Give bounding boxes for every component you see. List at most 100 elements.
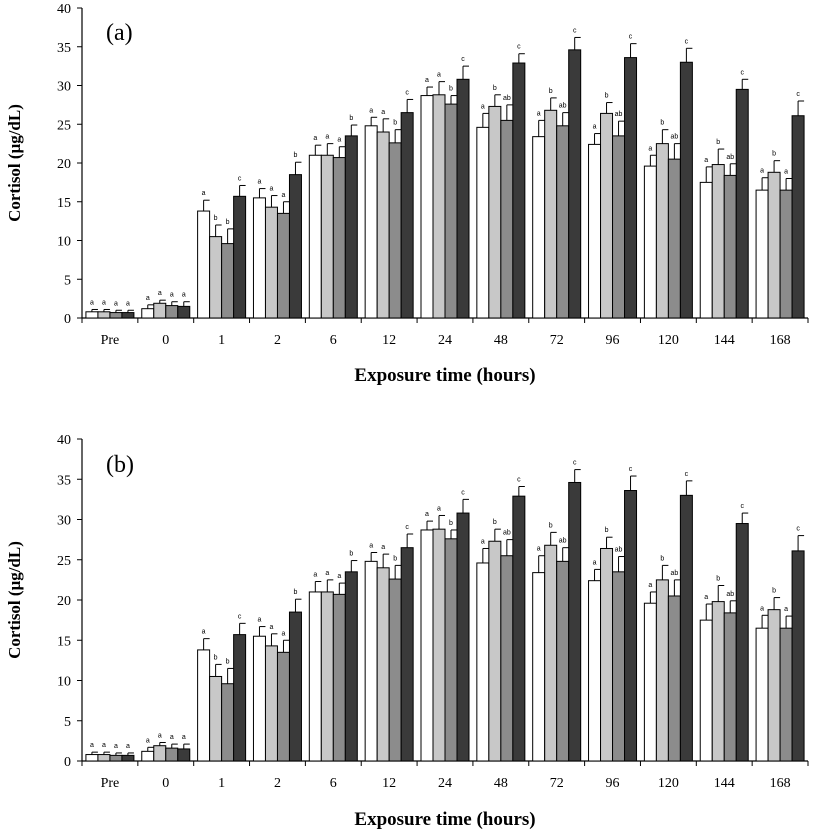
significance-letter: c	[685, 38, 689, 45]
significance-letter: a	[337, 137, 341, 144]
y-tick-label: 20	[57, 594, 71, 609]
bar	[779, 627, 793, 762]
bar	[233, 195, 247, 319]
significance-letter: a	[102, 299, 106, 306]
significance-letter: b	[393, 120, 397, 127]
y-tick-label: 15	[57, 196, 71, 211]
significance-letter: b	[294, 152, 298, 159]
bar	[264, 645, 278, 762]
significance-letter: a	[593, 124, 597, 131]
bar	[456, 78, 470, 319]
bar	[655, 579, 669, 762]
significance-letter: ab	[615, 547, 623, 554]
significance-letter: a	[760, 605, 764, 612]
significance-letter: c	[461, 56, 465, 63]
significance-letter: ab	[670, 134, 678, 141]
bar	[643, 165, 657, 319]
bar	[600, 112, 614, 319]
bar	[85, 754, 99, 762]
bar	[221, 683, 235, 762]
bar	[197, 649, 211, 762]
bar	[679, 494, 693, 762]
significance-letter: c	[238, 175, 242, 182]
significance-letter: a	[648, 145, 652, 152]
bar	[177, 305, 191, 319]
significance-letter: a	[258, 617, 262, 624]
y-tick-label: 40	[57, 2, 71, 17]
significance-letter: a	[369, 543, 373, 550]
bar	[444, 103, 458, 319]
bar	[791, 550, 805, 762]
significance-letter: b	[549, 522, 553, 529]
bar	[264, 206, 278, 319]
bar	[221, 243, 235, 319]
x-tick-label: 72	[550, 776, 564, 791]
significance-letter: c	[629, 34, 633, 41]
bar	[288, 611, 302, 762]
bar	[364, 560, 378, 762]
bar	[624, 490, 638, 762]
significance-letter: a	[381, 109, 385, 116]
bar	[109, 312, 123, 319]
bar	[488, 540, 502, 762]
x-tick-label: 2	[274, 776, 281, 791]
y-tick-label: 0	[64, 312, 71, 327]
y-tick-label: 10	[57, 235, 71, 250]
significance-letter: a	[381, 544, 385, 551]
significance-letter: b	[226, 658, 230, 665]
x-tick-label: 2	[274, 333, 281, 348]
bar	[711, 164, 725, 319]
y-tick-label: 25	[57, 118, 71, 133]
significance-letter: c	[740, 503, 744, 510]
bar	[141, 308, 155, 319]
bar	[699, 181, 713, 319]
bar	[177, 748, 191, 762]
bar	[532, 136, 546, 319]
significance-letter: a	[202, 190, 206, 197]
significance-letter: c	[405, 524, 409, 531]
bar	[512, 495, 526, 762]
x-axis-title: Exposure time (hours)	[354, 809, 535, 830]
significance-letter: a	[146, 295, 150, 302]
significance-letter: c	[740, 69, 744, 76]
bar	[376, 131, 390, 319]
bar	[209, 236, 223, 319]
significance-letter: ab	[615, 111, 623, 118]
significance-letter: ab	[503, 95, 511, 102]
x-tick-label: 96	[606, 333, 620, 348]
significance-letter: b	[214, 215, 218, 222]
bar	[679, 61, 693, 319]
significance-letter: c	[238, 613, 242, 620]
x-tick-label: 1	[218, 776, 225, 791]
significance-letter: a	[784, 606, 788, 613]
x-tick-label: 0	[162, 333, 169, 348]
bar	[141, 750, 155, 762]
bar	[488, 105, 502, 319]
significance-letter: ab	[670, 570, 678, 577]
significance-letter: a	[158, 732, 162, 739]
panel-label: (a)	[106, 20, 133, 46]
bar	[165, 305, 179, 319]
bar	[544, 109, 558, 319]
y-tick-label: 30	[57, 514, 71, 529]
bar	[320, 154, 334, 319]
x-tick-label: 48	[494, 776, 508, 791]
significance-letter: c	[517, 44, 521, 51]
significance-letter: ab	[503, 530, 511, 537]
bar	[568, 481, 582, 762]
significance-letter: c	[517, 476, 521, 483]
significance-letter: a	[425, 511, 429, 518]
bar	[556, 125, 570, 319]
bar	[344, 571, 358, 762]
x-tick-label: 24	[438, 776, 452, 791]
significance-letter: a	[114, 300, 118, 307]
significance-letter: a	[282, 192, 286, 199]
significance-letter: a	[158, 290, 162, 297]
bar	[500, 555, 514, 762]
bar	[755, 627, 769, 762]
x-tick-label: Pre	[101, 776, 120, 791]
significance-letter: a	[325, 570, 329, 577]
x-tick-label: 168	[770, 776, 791, 791]
y-tick-label: 35	[57, 41, 71, 56]
significance-letter: b	[772, 588, 776, 595]
